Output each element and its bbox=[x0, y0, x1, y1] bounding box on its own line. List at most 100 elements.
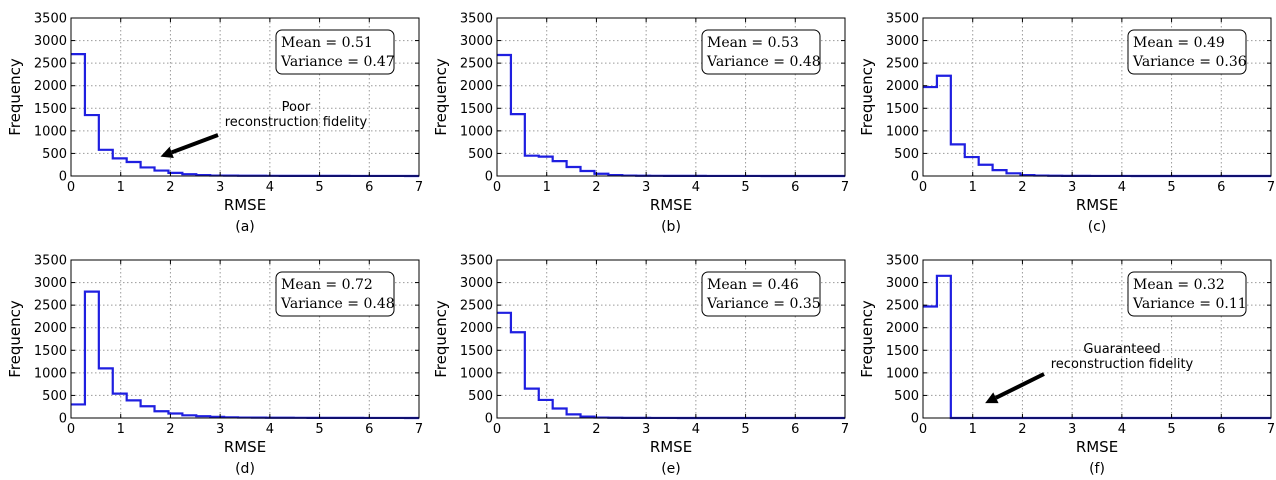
y-tick-label: 1500 bbox=[886, 344, 919, 359]
x-tick-label: 7 bbox=[1267, 422, 1275, 437]
y-tick-label: 1500 bbox=[34, 102, 67, 117]
y-tick-label: 3000 bbox=[886, 34, 919, 49]
annotation-text: Poor bbox=[282, 100, 311, 115]
y-tick-label: 1000 bbox=[460, 366, 493, 381]
y-axis-label: Frequency bbox=[6, 58, 24, 136]
stats-variance: Variance = 0.36 bbox=[1132, 54, 1247, 70]
y-tick-label: 0 bbox=[59, 170, 67, 185]
y-tick-label: 3000 bbox=[34, 276, 67, 291]
y-axis-label: Frequency bbox=[858, 300, 876, 378]
x-tick-label: 7 bbox=[841, 180, 849, 195]
x-tick-label: 0 bbox=[919, 180, 927, 195]
x-tick-label: 5 bbox=[741, 180, 749, 195]
x-tick-label: 4 bbox=[266, 422, 274, 437]
panel-b: 0 1 2 3 4 5 6 7 0 500 1000 1500 2000 2500 3000 3500 RMSE… bbox=[432, 12, 849, 236]
x-tick-label: 3 bbox=[216, 180, 224, 195]
stats-box bbox=[275, 271, 395, 317]
panel-label: (a) bbox=[235, 219, 255, 235]
y-axis-label: Frequency bbox=[6, 300, 24, 378]
y-tick-label: 1500 bbox=[886, 102, 919, 117]
stats-box bbox=[701, 29, 821, 75]
stats-mean: Mean = 0.46 bbox=[707, 277, 799, 293]
y-tick-label: 0 bbox=[485, 412, 493, 427]
x-tick-label: 0 bbox=[919, 422, 927, 437]
y-tick-label: 2500 bbox=[886, 57, 919, 72]
y-tick-label: 3500 bbox=[460, 12, 493, 27]
y-tick-label: 500 bbox=[42, 389, 67, 404]
x-axis-label: RMSE bbox=[1076, 438, 1118, 456]
x-tick-label: 0 bbox=[493, 180, 501, 195]
y-tick-label: 500 bbox=[468, 389, 493, 404]
x-tick-label: 7 bbox=[1267, 180, 1275, 195]
panel-c: 0 1 2 3 4 5 6 7 0 500 1000 1500 2000 2500 3000 3500 RMSE… bbox=[858, 12, 1275, 236]
x-tick-label: 6 bbox=[1217, 180, 1225, 195]
x-tick-label: 0 bbox=[493, 422, 501, 437]
x-axis-label: RMSE bbox=[224, 196, 266, 214]
x-tick-label: 2 bbox=[1018, 180, 1026, 195]
x-tick-label: 3 bbox=[1068, 180, 1076, 195]
stats-mean: Mean = 0.72 bbox=[281, 277, 373, 293]
axes-frame bbox=[922, 17, 1272, 177]
y-tick-label: 500 bbox=[894, 147, 919, 162]
x-tick-label: 4 bbox=[266, 180, 274, 195]
panel-label: (e) bbox=[661, 461, 681, 477]
y-tick-label: 1000 bbox=[460, 124, 493, 139]
panel-label: (c) bbox=[1088, 219, 1107, 235]
stats-mean: Mean = 0.49 bbox=[1133, 35, 1225, 51]
y-tick-label: 2000 bbox=[886, 321, 919, 336]
x-tick-label: 7 bbox=[415, 422, 423, 437]
x-axis-label: RMSE bbox=[650, 438, 692, 456]
stats-mean: Mean = 0.51 bbox=[281, 35, 373, 51]
axes-frame bbox=[70, 17, 420, 177]
x-tick-label: 4 bbox=[1118, 422, 1126, 437]
x-tick-label: 5 bbox=[315, 180, 323, 195]
y-axis-label: Frequency bbox=[432, 300, 450, 378]
y-tick-label: 2500 bbox=[34, 57, 67, 72]
y-tick-label: 2000 bbox=[460, 321, 493, 336]
y-tick-label: 2000 bbox=[34, 321, 67, 336]
y-tick-label: 0 bbox=[911, 170, 919, 185]
x-tick-label: 3 bbox=[216, 422, 224, 437]
panel-d: 0 1 2 3 4 5 6 7 0 500 1000 1500 2000 2500 3000 3500 RMSE… bbox=[6, 254, 423, 478]
y-tick-label: 3000 bbox=[460, 276, 493, 291]
axes-frame bbox=[70, 259, 420, 419]
stats-variance: Variance = 0.47 bbox=[280, 54, 395, 70]
x-axis-label: RMSE bbox=[1076, 196, 1118, 214]
y-tick-label: 1000 bbox=[34, 124, 67, 139]
stats-variance: Variance = 0.35 bbox=[706, 296, 821, 312]
x-tick-label: 2 bbox=[166, 422, 174, 437]
x-tick-label: 2 bbox=[166, 180, 174, 195]
x-tick-label: 6 bbox=[791, 422, 799, 437]
x-tick-label: 6 bbox=[791, 180, 799, 195]
stats-mean: Mean = 0.32 bbox=[1133, 277, 1225, 293]
x-tick-label: 5 bbox=[1167, 422, 1175, 437]
y-tick-label: 500 bbox=[468, 147, 493, 162]
y-tick-label: 2000 bbox=[34, 79, 67, 94]
stats-variance: Variance = 0.11 bbox=[1132, 296, 1247, 312]
panel-label: (d) bbox=[235, 461, 255, 477]
x-tick-label: 7 bbox=[841, 422, 849, 437]
stats-variance: Variance = 0.48 bbox=[280, 296, 395, 312]
y-tick-label: 2500 bbox=[886, 299, 919, 314]
x-tick-label: 7 bbox=[415, 180, 423, 195]
panel-a: 0 1 2 3 4 5 6 7 0 500 1000 1500 2000 2500 3000 3500 RMSE… bbox=[6, 12, 423, 236]
x-tick-label: 5 bbox=[741, 422, 749, 437]
annotation-arrow bbox=[171, 133, 219, 155]
x-tick-label: 4 bbox=[1118, 180, 1126, 195]
y-tick-label: 3000 bbox=[886, 276, 919, 291]
annotation-text: Guaranteed bbox=[1083, 342, 1160, 357]
x-tick-label: 5 bbox=[1167, 180, 1175, 195]
x-tick-label: 3 bbox=[1068, 422, 1076, 437]
y-tick-label: 2000 bbox=[886, 79, 919, 94]
x-axis-label: RMSE bbox=[650, 196, 692, 214]
y-tick-label: 2500 bbox=[460, 299, 493, 314]
x-tick-label: 6 bbox=[365, 422, 373, 437]
stats-box bbox=[1127, 271, 1247, 317]
x-tick-label: 1 bbox=[969, 180, 977, 195]
x-tick-label: 1 bbox=[543, 422, 551, 437]
x-tick-label: 6 bbox=[1217, 422, 1225, 437]
x-tick-label: 2 bbox=[1018, 422, 1026, 437]
stats-box bbox=[275, 29, 395, 75]
y-tick-label: 1000 bbox=[34, 366, 67, 381]
